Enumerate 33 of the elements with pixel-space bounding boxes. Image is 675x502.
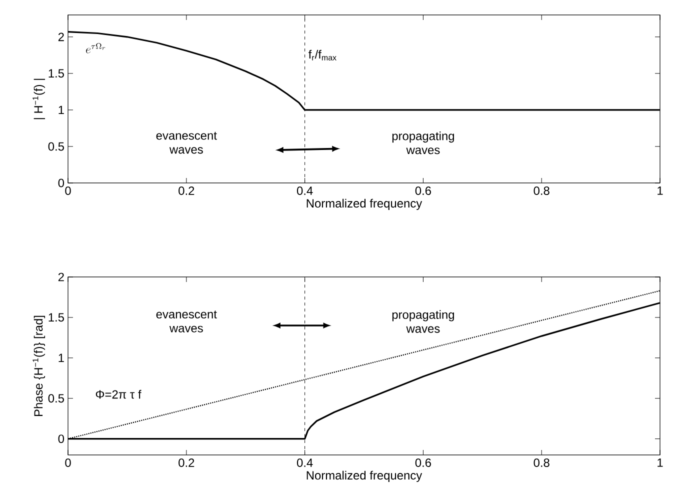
annotation: $e^{\tau\Omega_r}$ <box>86 43 106 54</box>
y-tick-label: 2 <box>58 272 64 282</box>
x-tick-label: 0.2 <box>178 458 194 467</box>
x-tick-label: 0 <box>65 458 71 467</box>
x-tick-label: 0.8 <box>534 458 550 467</box>
y-tick-label: 0.5 <box>48 142 64 151</box>
x-tick-label: 0 <box>65 186 71 195</box>
y-tick-label: 0 <box>58 178 64 188</box>
x-tick-label: 0.6 <box>415 458 431 467</box>
annotation: evanescent waves <box>156 132 217 154</box>
x-tick-label: 1 <box>658 186 663 195</box>
annotation: propagating waves <box>392 131 454 154</box>
y-tick-label: 0 <box>58 434 64 444</box>
x-axis-title: Normalized frequency <box>306 470 422 482</box>
y-axis-title: Phase {H$^{−1}$(f)} [rad] <box>32 316 46 416</box>
x-tick-label: 0.8 <box>534 186 550 195</box>
y-tick-label: 1 <box>58 106 64 114</box>
y-axis-title: | H$^{−1}$(f) | <box>32 78 46 120</box>
x-tick-label: 1 <box>658 458 663 467</box>
y-tick-label: 2 <box>58 32 64 42</box>
annotation: propagating waves <box>392 310 454 333</box>
y-tick-label: 1.5 <box>48 69 64 78</box>
y-tick-label: 0.5 <box>48 394 64 403</box>
y-tick-label: 1.5 <box>48 313 64 322</box>
annotation: Φ=2π τ f <box>96 390 142 399</box>
ref-line-label: f$_{r}$/f$_{max}$ <box>308 50 336 60</box>
x-axis-title: Normalized frequency <box>306 198 422 210</box>
annotation: evanescent waves <box>156 310 217 332</box>
x-tick-label: 0.4 <box>296 186 313 195</box>
x-tick-label: 0.4 <box>296 458 313 467</box>
x-tick-label: 0.6 <box>415 186 431 195</box>
y-tick-label: 1 <box>58 354 64 362</box>
x-tick-label: 0.2 <box>178 186 194 195</box>
